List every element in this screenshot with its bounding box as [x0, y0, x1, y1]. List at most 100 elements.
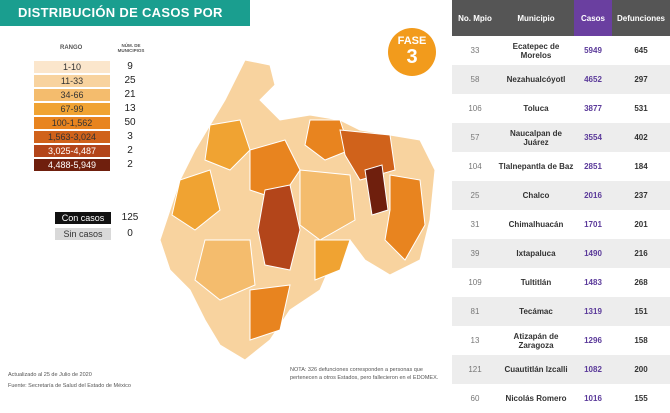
table-header: Casos: [574, 0, 612, 36]
table-cell: 33: [470, 46, 480, 55]
deaths-note: NOTA: 326 defunciones corresponden a per…: [290, 367, 439, 381]
table-cell: Ixtapaluca: [516, 249, 556, 258]
legend-count: 2: [127, 145, 133, 156]
legend-count: 21: [124, 89, 136, 100]
legend-count: 9: [127, 61, 133, 72]
table-cell: Tultitlán: [520, 278, 552, 287]
legend-range: 3,025-4,487: [34, 145, 110, 157]
table-cell: 151: [634, 307, 648, 316]
table-cell: 1016: [584, 394, 602, 403]
legend-count: 2: [127, 159, 133, 170]
legend-range: 4,488-5,949: [34, 159, 110, 171]
legend-count: 25: [124, 75, 136, 86]
table-cell: 237: [634, 191, 648, 200]
table-cell: 58: [470, 75, 480, 84]
table-row: 81 Tecámac 1319 151: [452, 297, 670, 326]
table-row: 31 Chimalhuacán 1701 201: [452, 210, 670, 239]
table-cell: Nicolás Romero: [505, 394, 567, 403]
table-cell: 297: [634, 75, 648, 84]
legend-count-header: NÚM. DE MUNICIPIOS: [117, 43, 145, 53]
table-cell: Tlalnepantla de Baz: [498, 162, 574, 171]
source-note: Fuente: Secretaría de Salud del Estado d…: [8, 383, 131, 389]
table-cell: 155: [634, 394, 648, 403]
table-header: No. Mpio: [452, 0, 498, 36]
table-cell: 109: [468, 278, 482, 287]
legend-count: 13: [124, 103, 136, 114]
table-cell: Chalco: [522, 191, 550, 200]
map-region: [384, 174, 426, 261]
legend-range-header: RANGO: [60, 45, 83, 51]
table-cell: 25: [470, 191, 480, 200]
table-row: 13 Atizapán de Zaragoza 1296 158: [452, 326, 670, 355]
case-label: Sin casos: [55, 228, 111, 240]
table-cell: 1490: [584, 249, 602, 258]
table-cell: 216: [634, 249, 648, 258]
table-cell: 645: [634, 46, 648, 55]
table-row: 39 Ixtapaluca 1490 216: [452, 239, 670, 268]
table-cell: Chimalhuacán: [508, 220, 564, 229]
table-cell: 1483: [584, 278, 602, 287]
table-cell: 200: [634, 365, 648, 374]
table-cell: 31: [470, 220, 480, 229]
table-cell: 268: [634, 278, 648, 287]
table-cell: Toluca: [523, 104, 549, 113]
map-region: [194, 239, 256, 301]
table-cell: Cuautitlán Izcalli: [504, 365, 568, 374]
table-cell: 39: [470, 249, 480, 258]
table-row: 58 Nezahualcóyotl 4652 297: [452, 65, 670, 94]
table-cell: 2016: [584, 191, 602, 200]
legend-range: 67-99: [34, 103, 110, 115]
case-label: Con casos: [55, 212, 111, 224]
legend-range: 1,563-3,024: [34, 131, 110, 143]
map-region: [257, 184, 301, 271]
table-cell: 1296: [584, 336, 602, 345]
table-cell: 1701: [584, 220, 602, 229]
phase-badge: FASE 3: [388, 28, 436, 76]
legend-range: 100-1,562: [34, 117, 110, 129]
case-count: 125: [121, 212, 139, 223]
table-row: 57 Naucalpan de Juárez 3554 402: [452, 123, 670, 152]
table-cell: 531: [634, 104, 648, 113]
table-row: 121 Cuautitlán Izcalli 1082 200: [452, 355, 670, 384]
map-region: [299, 169, 356, 241]
table-row: 25 Chalco 2016 237: [452, 181, 670, 210]
table-cell: 121: [468, 365, 482, 374]
table-cell: Nezahualcóyotl: [506, 75, 566, 84]
badge-label: FASE: [397, 35, 427, 47]
case-count: 0: [127, 228, 133, 239]
table-cell: 2851: [584, 162, 602, 171]
table-cell: 201: [634, 220, 648, 229]
table-cell: 1319: [584, 307, 602, 316]
table-cell: 184: [634, 162, 648, 171]
table-cell: 106: [468, 104, 482, 113]
map-region: [314, 239, 351, 281]
legend-count: 50: [124, 117, 136, 128]
map: [159, 59, 436, 361]
legend-count: 3: [127, 131, 133, 142]
legend-range: 11-33: [34, 75, 110, 87]
table-row: 60 Nicolás Romero 1016 155: [452, 384, 670, 413]
table-cell: 5949: [584, 46, 602, 55]
map-region: [304, 119, 351, 161]
table-cell: 158: [634, 336, 648, 345]
table-header: Municipio: [498, 0, 574, 36]
table-cell: 81: [470, 307, 480, 316]
table-cell: 57: [470, 133, 480, 142]
title: DISTRIBUCIÓN DE CASOS POR MUNICIPIO: [0, 0, 250, 46]
table-row: 33 Ecatepec de Morelos 5949 645: [452, 36, 670, 65]
table-header: Defunciones: [612, 0, 670, 36]
table-cell: 4652: [584, 75, 602, 84]
table-row: 104 Tlalnepantla de Baz 2851 184: [452, 152, 670, 181]
table-cell: Ecatepec de Morelos: [512, 41, 560, 60]
map-region: [249, 284, 291, 341]
badge-number: 3: [406, 46, 418, 68]
table-cell: 3877: [584, 104, 602, 113]
table-cell: 13: [470, 336, 480, 345]
cases-table: No. Mpio Municipio Casos Defunciones 33 Ecate…: [452, 0, 670, 413]
table-cell: 104: [468, 162, 482, 171]
updated-note: Actualizado al 25 de Julio de 2020: [8, 372, 92, 378]
table-cell: Atizapán de Zaragoza: [513, 331, 559, 350]
table-cell: 1082: [584, 365, 602, 374]
